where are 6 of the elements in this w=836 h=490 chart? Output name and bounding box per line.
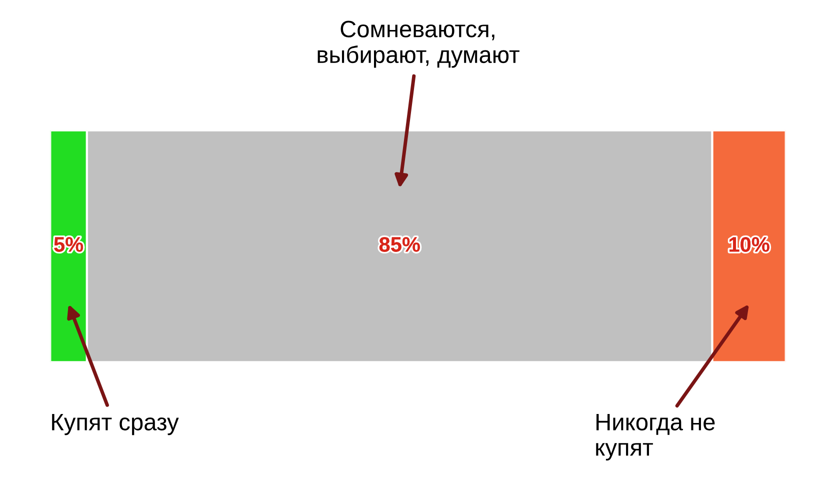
text: Никогда не купят [596,414,715,461]
data-label: 5% [54,237,84,252]
data-label: 10% [730,237,770,252]
text: Купят сразу [52,414,179,436]
data-label: 85% [379,237,420,252]
text: Сомневаются, выбирают, думают [318,20,520,68]
